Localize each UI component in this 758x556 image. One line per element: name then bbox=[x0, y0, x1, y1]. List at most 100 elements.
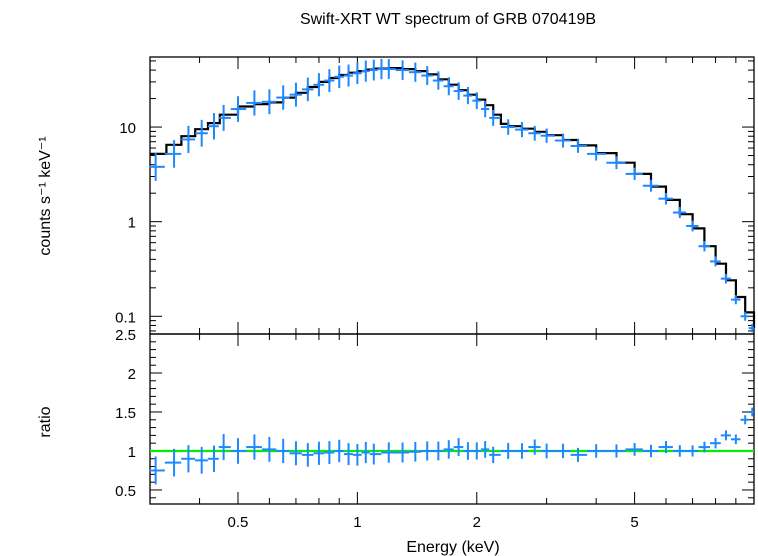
ratio-point bbox=[528, 439, 541, 455]
ratio-point bbox=[625, 443, 643, 456]
spectrum-point bbox=[463, 86, 473, 105]
ratio-point bbox=[313, 441, 325, 465]
spectrum-point bbox=[369, 59, 378, 81]
x-tick-label: 1 bbox=[353, 514, 361, 531]
spectrum-point bbox=[313, 73, 325, 97]
spectrum-point bbox=[672, 206, 687, 219]
spectrum-axis-ticks bbox=[149, 57, 755, 334]
ratio-point bbox=[218, 434, 231, 461]
spectrum-point bbox=[740, 311, 749, 321]
ratio-point bbox=[730, 434, 741, 445]
spectrum-point bbox=[443, 77, 454, 96]
spectrum-point bbox=[230, 96, 247, 122]
ratio-point bbox=[395, 442, 409, 463]
x-tick-label: 5 bbox=[630, 514, 638, 531]
ratio-point bbox=[381, 442, 396, 463]
ratio-point bbox=[480, 441, 490, 458]
spectrum-point bbox=[489, 109, 501, 126]
spectrum-point bbox=[625, 167, 643, 181]
ratio-data-points bbox=[149, 407, 754, 485]
ratio-point bbox=[748, 407, 754, 417]
y-tick-label: 0.5 bbox=[115, 483, 136, 500]
spectrum-point bbox=[361, 60, 370, 82]
ratio-point bbox=[432, 441, 444, 461]
ratio-point bbox=[515, 443, 529, 459]
ratio-point bbox=[570, 447, 588, 462]
ratio-point bbox=[361, 441, 370, 464]
spectrum-point bbox=[218, 104, 231, 131]
x-tick-label: 0.5 bbox=[228, 514, 249, 531]
spectrum-point bbox=[408, 62, 422, 82]
ratio-point bbox=[540, 443, 555, 459]
ratio-point bbox=[500, 442, 516, 459]
ratio-axis-ticks bbox=[149, 333, 755, 504]
spectrum-point bbox=[710, 256, 721, 267]
ratio-point bbox=[289, 441, 302, 466]
spectrum-point bbox=[195, 119, 208, 147]
ratio-point bbox=[463, 442, 473, 460]
ratio-point bbox=[489, 446, 501, 464]
spectrum-point bbox=[181, 125, 196, 154]
spectrum-point bbox=[720, 273, 731, 284]
ratio-point bbox=[207, 445, 219, 472]
spectrum-point bbox=[432, 71, 444, 90]
spectrum-point bbox=[515, 121, 529, 138]
spectrum-point bbox=[301, 77, 314, 102]
ratio-panel: 0.5 1 1.5 2 2.5 bbox=[115, 327, 755, 505]
spectrum-point bbox=[686, 220, 699, 232]
spectrum-point bbox=[421, 66, 433, 85]
y-tick-label: 1 bbox=[128, 215, 136, 232]
ratio-point bbox=[343, 443, 353, 466]
ratio-point bbox=[606, 444, 626, 458]
ratio-point bbox=[276, 438, 290, 464]
ratio-point bbox=[686, 445, 699, 457]
spectrum-point bbox=[289, 82, 302, 107]
spectrum-y-tick-labels: 0.1 1 10 bbox=[115, 120, 136, 326]
spectrum-point bbox=[570, 139, 588, 153]
chart-title: Swift-XRT WT spectrum of GRB 070419B bbox=[300, 11, 596, 28]
ratio-point bbox=[334, 439, 344, 463]
spectrum-point bbox=[658, 192, 673, 205]
y-tick-label: 1 bbox=[128, 444, 136, 461]
spectrum-point bbox=[276, 85, 290, 110]
ratio-point bbox=[453, 438, 464, 457]
ratio-y-tick-labels: 0.5 1 1.5 2 2.5 bbox=[115, 327, 136, 500]
spectrum-point bbox=[642, 179, 659, 192]
ratio-point bbox=[301, 443, 314, 467]
y-tick-label: 2.5 bbox=[115, 327, 136, 344]
y-tick-label: 2 bbox=[128, 366, 136, 383]
ratio-point bbox=[246, 434, 262, 460]
spectrum-point bbox=[500, 119, 516, 135]
spectrum-point bbox=[352, 62, 362, 85]
ratio-point bbox=[642, 444, 659, 458]
ratio-point bbox=[261, 437, 277, 462]
ratio-point bbox=[181, 445, 196, 473]
ratio-y-axis-label: ratio bbox=[37, 406, 54, 437]
y-tick-label: 10 bbox=[119, 120, 136, 137]
ratio-point bbox=[658, 441, 673, 454]
spectrum-point bbox=[395, 60, 409, 80]
ratio-point bbox=[421, 441, 433, 461]
spectrum-point bbox=[606, 156, 626, 170]
spectrum-point bbox=[554, 133, 571, 148]
ratio-point bbox=[710, 437, 721, 449]
spectrum-point bbox=[334, 65, 344, 88]
spectrum-point bbox=[207, 113, 219, 140]
spectrum-point bbox=[246, 90, 262, 116]
ratio-point bbox=[587, 444, 607, 458]
ratio-point bbox=[230, 438, 247, 464]
spectrum-point bbox=[377, 58, 386, 80]
ratio-point bbox=[698, 441, 711, 453]
y-tick-label: 0.1 bbox=[115, 309, 136, 326]
spectrum-panel-frame bbox=[149, 56, 755, 335]
spectrum-point bbox=[324, 69, 335, 92]
spectrum-point bbox=[149, 152, 165, 181]
spectrum-point bbox=[343, 64, 353, 87]
x-axis-label: Energy (keV) bbox=[406, 539, 499, 556]
spectrum-point bbox=[472, 92, 481, 110]
spectrum-point bbox=[730, 295, 741, 305]
ratio-point bbox=[672, 445, 687, 457]
spectrum-point bbox=[164, 140, 182, 168]
ratio-point bbox=[472, 442, 481, 460]
